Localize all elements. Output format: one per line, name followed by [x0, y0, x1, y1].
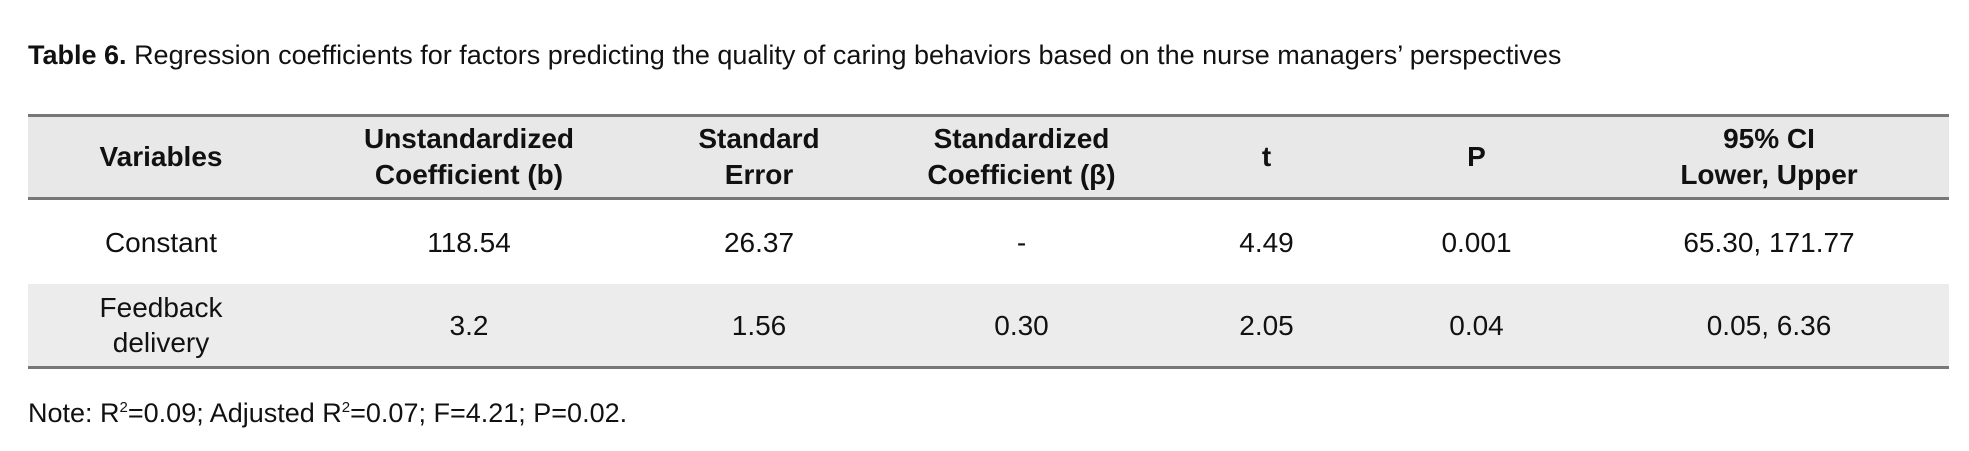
note: Note: R2=0.09; Adjusted R2=0.07; F=4.21;…: [28, 398, 627, 429]
caption-text: Regression coefficients for factors pred…: [134, 40, 1562, 70]
header-line: P: [1467, 140, 1486, 172]
header-line: Variables: [99, 140, 223, 172]
table-cell: 26.37: [723, 226, 795, 258]
note-superscript: 2: [341, 399, 351, 416]
note-text: =0.07; F=4.21; P=0.02.: [350, 398, 628, 428]
table-row: Constant 118.54 26.37 - 4.49 0.001 65.30, 171.…: [28, 199, 1949, 285]
table-cell: Constant: [104, 226, 218, 258]
caption-label: Table 6.: [28, 40, 127, 70]
header-line: 95% CI: [1723, 122, 1815, 154]
regression-table: Variables Unstandardized Coefficient (b) St…: [28, 114, 1949, 369]
note-text: =0.09; Adjusted R: [127, 398, 342, 428]
table-header: Variables Unstandardized Coefficient (b) St…: [28, 115, 1949, 199]
header-line: Error: [724, 159, 794, 190]
header-cell: Variables: [28, 116, 294, 199]
table-cell: 0.30: [994, 309, 1049, 341]
note-superscript: 2: [119, 399, 128, 416]
header-cell: t: [1169, 116, 1364, 199]
table-cell: Feedback delivery: [99, 292, 223, 358]
header-line: Coefficient (b): [374, 159, 564, 190]
table-cell: -: [1016, 226, 1027, 258]
table-body: Constant 118.54 26.37 - 4.49 0.001 65.30, 171.…: [28, 199, 1949, 368]
table-cell: 0.04: [1449, 309, 1504, 341]
table-cell: 0.001: [1441, 226, 1512, 258]
table-cell: 0.05, 6.36: [1706, 309, 1832, 341]
header-cell: 95% CI Lower, Upper: [1589, 116, 1949, 199]
header-cell: P: [1364, 116, 1589, 199]
table-cell: 118.54: [427, 226, 511, 258]
table-cell: 2.05: [1239, 309, 1294, 341]
header-cell: Unstandardized Coefficient (b): [294, 116, 644, 199]
header-line: Lower, Upper: [1680, 159, 1858, 190]
table-row: Feedback delivery 3.2 1.56 0.30 2.05 0.04 0.05…: [28, 284, 1949, 368]
header-line: Standardized: [933, 122, 1110, 154]
header-line: Coefficient (β): [927, 159, 1116, 190]
header-line: t: [1261, 140, 1272, 172]
header-line: Unstandardized: [363, 122, 575, 154]
table-cell: 4.49: [1239, 226, 1294, 258]
note-text: Note: R: [28, 398, 120, 428]
header-cell: Standardized Coefficient (β): [874, 116, 1169, 199]
table-cell: 1.56: [731, 309, 787, 341]
table-cell: 3.2: [449, 309, 489, 341]
table-cell: 65.30, 171.77: [1683, 226, 1855, 258]
caption: Table 6. Regression coefficients for fac…: [28, 40, 1561, 71]
header-line: Standard: [698, 122, 820, 154]
header-cell: Standard Error: [644, 116, 874, 199]
header-row: Variables Unstandardized Coefficient (b) St…: [28, 115, 1949, 199]
